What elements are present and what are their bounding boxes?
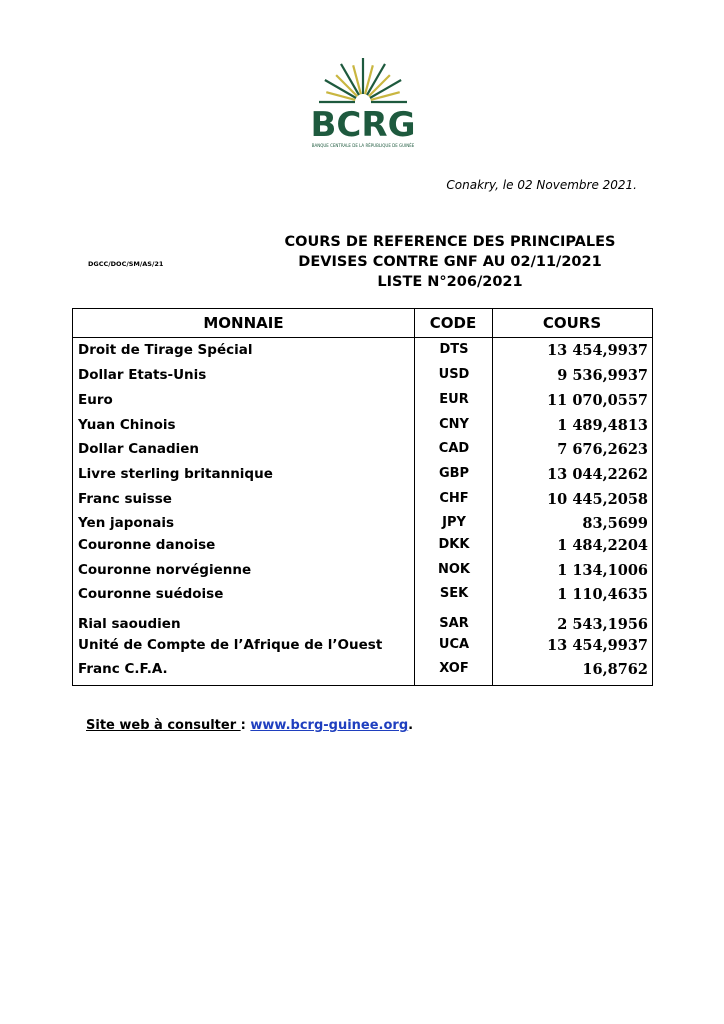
table-row: Couronne norvégienne NOK 1 134,1006 [73, 562, 652, 582]
currency-code: XOF [439, 661, 469, 676]
logo-ray [370, 91, 400, 101]
currency-rate: 13 454,9937 [547, 342, 648, 359]
currency-name: Couronne suédoise [78, 586, 224, 602]
column-divider [414, 309, 415, 685]
currency-name: Livre sterling britannique [78, 466, 273, 482]
currency-rate: 1 489,4813 [557, 417, 648, 434]
logo-ray [335, 74, 359, 98]
currency-code: JPY [442, 515, 466, 530]
document-title: COURS DE REFERENCE DES PRINCIPALES DEVIS… [230, 232, 670, 292]
currency-rate: 13 044,2262 [547, 466, 648, 483]
header-code: CODE [429, 314, 477, 332]
currency-code: DKK [438, 537, 470, 552]
currency-code: NOK [437, 562, 470, 577]
currency-rate: 16,8762 [582, 661, 648, 678]
currency-name: Droit de Tirage Spécial [78, 342, 253, 358]
currency-rate: 1 110,4635 [557, 586, 648, 603]
table-row: Franc C.F.A. XOF 16,8762 [73, 661, 652, 681]
currency-code: CNY [439, 417, 469, 432]
table-row: Rial saoudien SAR 2 543,1956 [73, 616, 652, 636]
svg-text:BANQUE CENTRALE DE LA RÉPUBLIQ: BANQUE CENTRALE DE LA RÉPUBLIQUE DE GUIN… [312, 143, 415, 148]
logo-ray [324, 79, 357, 99]
currency-code: CHF [439, 491, 469, 506]
currency-rate: 13 454,9937 [547, 637, 648, 654]
table-row: Unité de Compte de l’Afrique de l’Ouest … [73, 637, 652, 657]
footer-website: Site web à consulter : www.bcrg-guinee.o… [86, 718, 413, 733]
footer-label: Site web à consulter [86, 718, 241, 733]
currency-rate: 7 676,2623 [557, 441, 648, 458]
currency-rate: 1 484,2204 [557, 537, 648, 554]
table-row: Dollar Etats-Unis USD 9 536,9937 [73, 367, 652, 387]
currency-rate: 83,5699 [582, 515, 648, 532]
header-divider [73, 337, 652, 338]
header-cours: COURS [542, 314, 602, 332]
table-row: Yuan Chinois CNY 1 489,4813 [73, 417, 652, 437]
table-row: Droit de Tirage Spécial DTS 13 454,9937 [73, 342, 652, 362]
currency-rate: 2 543,1956 [557, 616, 648, 633]
currency-name: Yen japonais [78, 515, 175, 531]
currency-name: Franc C.F.A. [78, 661, 168, 677]
bcrg-logo: BCRG BANQUE CENTRALE DE LA RÉPUBLIQUE DE… [311, 58, 416, 148]
table-row: Couronne danoise DKK 1 484,2204 [73, 537, 652, 557]
currency-name: Euro [78, 392, 113, 408]
currency-rate: 11 070,0557 [547, 392, 648, 409]
exchange-rate-table: MONNAIE CODE COURS Droit de Tirage Spéci… [72, 308, 653, 686]
table-row: Livre sterling britannique GBP 13 044,22… [73, 466, 652, 486]
footer-sep: : [240, 718, 251, 733]
table-row: Couronne suédoise SEK 1 110,4635 [73, 586, 652, 606]
logo-ray [326, 91, 356, 101]
currency-code: UCA [438, 637, 470, 652]
svg-text:BCRG: BCRG [311, 105, 416, 145]
currency-name: Couronne norvégienne [78, 562, 252, 578]
currency-name: Yuan Chinois [78, 417, 176, 433]
currency-code: SEK [439, 586, 469, 601]
table-row: Euro EUR 11 070,0557 [73, 392, 652, 412]
currency-name: Dollar Etats-Unis [78, 367, 207, 383]
title-line-2: DEVISES CONTRE GNF AU 02/11/2021 [298, 254, 602, 270]
currency-rate: 10 445,2058 [547, 491, 648, 508]
logo-ray [340, 63, 360, 96]
logo-ray [366, 63, 386, 96]
currency-code: GBP [438, 466, 470, 481]
title-line-3: LISTE N°206/2021 [377, 274, 523, 290]
currency-name: Rial saoudien [78, 616, 181, 632]
column-divider [492, 309, 493, 685]
footer-end: . [408, 718, 414, 733]
logo-ray [367, 74, 391, 98]
date-line: Conakry, le 02 Novembre 2021. [446, 178, 637, 192]
currency-code: USD [438, 367, 470, 382]
reference-code: DGCC/DOC/SM/AS/21 [88, 260, 164, 268]
table-row: Franc suisse CHF 10 445,2058 [73, 491, 652, 511]
currency-code: CAD [438, 441, 470, 456]
title-line-1: COURS DE REFERENCE DES PRINCIPALES [284, 234, 616, 250]
currency-code: EUR [439, 392, 469, 407]
currency-name: Franc suisse [78, 491, 172, 507]
currency-name: Couronne danoise [78, 537, 216, 553]
logo-ray [352, 65, 362, 95]
currency-rate: 9 536,9937 [557, 367, 648, 384]
currency-code: SAR [439, 616, 469, 631]
currency-rate: 1 134,1006 [557, 562, 648, 579]
table-row: Dollar Canadien CAD 7 676,2623 [73, 441, 652, 461]
currency-name: Dollar Canadien [78, 441, 199, 457]
logo-ray [364, 65, 374, 95]
logo-ray [369, 79, 402, 99]
table-row: Yen japonais JPY 83,5699 [73, 515, 652, 535]
website-link[interactable]: www.bcrg-guinee.org [250, 718, 409, 733]
currency-name: Unité de Compte de l’Afrique de l’Ouest [78, 637, 383, 653]
header-monnaie: MONNAIE [203, 314, 284, 332]
currency-code: DTS [439, 342, 469, 357]
